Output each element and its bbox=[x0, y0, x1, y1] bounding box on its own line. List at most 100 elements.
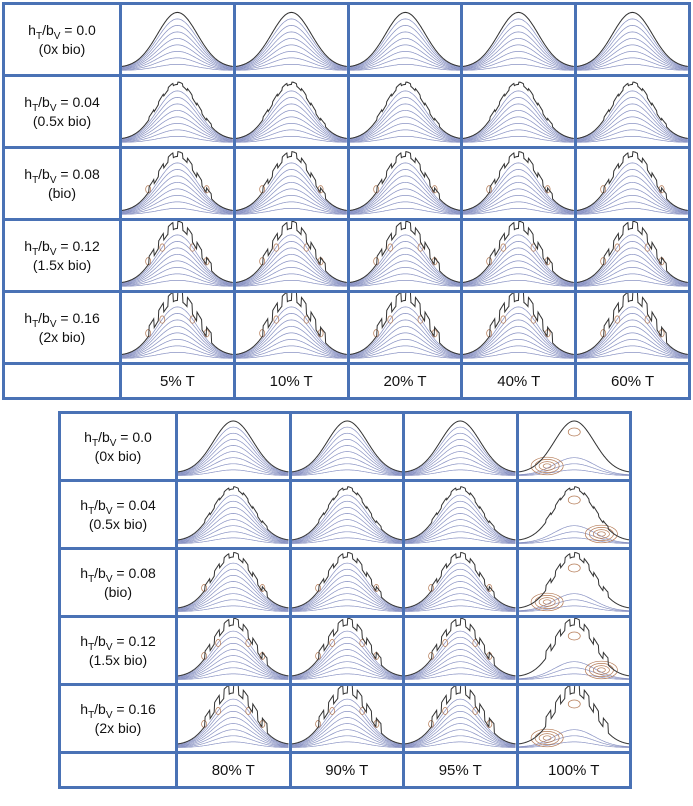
plot-cell bbox=[460, 2, 578, 77]
contour-plot bbox=[292, 619, 401, 680]
contour-line bbox=[351, 313, 459, 356]
column-label: 90% T bbox=[288, 751, 405, 789]
contour-line bbox=[406, 667, 515, 680]
contour-plot bbox=[237, 11, 346, 71]
plot-cell bbox=[574, 74, 691, 149]
contour-line bbox=[351, 260, 459, 286]
contour-line bbox=[292, 574, 401, 610]
contour-line bbox=[237, 195, 346, 214]
brown-contour bbox=[159, 315, 166, 324]
label-part: /b bbox=[94, 496, 106, 513]
plot-cell bbox=[175, 479, 292, 550]
contour-line bbox=[123, 234, 232, 284]
contour-line bbox=[292, 723, 401, 747]
plot-cell bbox=[288, 547, 405, 618]
contour-line bbox=[292, 698, 401, 745]
contour-line bbox=[406, 519, 515, 543]
table-row: hT/bV = 0.16 (2x bio) bbox=[58, 683, 632, 754]
contour-line bbox=[179, 519, 288, 543]
contour-line bbox=[179, 642, 288, 678]
contour-line bbox=[237, 129, 346, 143]
brown-contour bbox=[273, 315, 279, 324]
contour-line bbox=[179, 605, 288, 612]
contour-line bbox=[237, 253, 346, 285]
contour-line bbox=[464, 279, 573, 287]
plot-cell bbox=[288, 411, 405, 482]
label-part: V bbox=[49, 102, 57, 114]
row-label-ratio: hT/bV = 0.12 bbox=[63, 632, 174, 652]
profile-outline bbox=[351, 222, 459, 283]
column-label: 60% T bbox=[574, 362, 691, 400]
contour-line bbox=[179, 463, 288, 476]
contour-line bbox=[179, 432, 288, 473]
contour-line bbox=[464, 37, 573, 69]
contour-line bbox=[578, 339, 687, 358]
contour-line bbox=[578, 44, 687, 70]
label-part: = 0.0 bbox=[116, 428, 152, 445]
contour-line bbox=[179, 655, 288, 679]
contour-line bbox=[237, 188, 346, 214]
label-part: = 0.04 bbox=[56, 93, 100, 110]
contour-line bbox=[464, 169, 573, 212]
row-label: hT/bV = 0.16 (2x bio) bbox=[2, 290, 122, 365]
contour-line bbox=[179, 723, 288, 747]
contour-line bbox=[464, 345, 573, 359]
brown-contour bbox=[531, 315, 537, 324]
contour-line bbox=[237, 31, 346, 69]
contour-line bbox=[578, 18, 687, 68]
contour-line bbox=[292, 531, 401, 544]
contour-line bbox=[578, 129, 687, 143]
contour-line bbox=[578, 306, 687, 356]
contour-line bbox=[519, 661, 628, 679]
profile-outline bbox=[406, 486, 515, 541]
contour-line bbox=[123, 37, 232, 69]
contour-line bbox=[123, 273, 232, 287]
contour-line bbox=[123, 116, 232, 142]
contour-line bbox=[351, 319, 459, 357]
plot-cell bbox=[288, 683, 405, 754]
contour-line bbox=[292, 537, 401, 544]
row-label-ratio: hT/bV = 0.12 bbox=[7, 237, 118, 257]
row-label-ratio: hT/bV = 0.08 bbox=[63, 564, 174, 584]
plot-cell bbox=[119, 74, 236, 149]
profile-outline bbox=[351, 151, 459, 211]
brown-contour bbox=[328, 707, 335, 715]
contour-line bbox=[237, 18, 346, 68]
contour-line bbox=[179, 729, 288, 747]
contour-line bbox=[578, 253, 687, 285]
column-header-row: 5% T 10% T 20% T 40% T 60% T bbox=[2, 362, 691, 400]
contour-line bbox=[464, 325, 573, 357]
contour-line bbox=[578, 181, 687, 213]
table-row: hT/bV = 0.16 (2x bio) bbox=[2, 290, 691, 365]
contour-line bbox=[237, 37, 346, 69]
profile-outline bbox=[406, 687, 515, 745]
label-part: h bbox=[80, 496, 89, 513]
contour-line bbox=[292, 636, 401, 677]
contour-line bbox=[578, 31, 687, 69]
plot-cell bbox=[515, 615, 632, 686]
profile-outline bbox=[519, 687, 628, 745]
contour-line bbox=[351, 345, 459, 359]
contour-plot bbox=[179, 687, 288, 748]
contour-line bbox=[292, 438, 401, 474]
label-part: /b bbox=[94, 700, 106, 717]
label-part: h bbox=[28, 21, 36, 38]
row-label-bio: (2x bio) bbox=[38, 328, 86, 345]
contour-plot bbox=[519, 486, 628, 544]
plot-cell bbox=[175, 547, 292, 618]
label-part: h bbox=[24, 309, 33, 326]
plot-cell bbox=[574, 2, 691, 77]
contour-line bbox=[123, 332, 232, 358]
contour-line bbox=[464, 18, 573, 68]
label-part: h bbox=[24, 237, 33, 254]
brown-contour bbox=[614, 315, 621, 324]
contour-line bbox=[237, 169, 346, 212]
contour-line bbox=[351, 306, 459, 356]
label-part: V bbox=[109, 437, 117, 449]
table-row: hT/bV = 0.12 (1.5x bio) bbox=[2, 218, 691, 293]
contour-line bbox=[237, 63, 346, 71]
contour-line bbox=[292, 506, 401, 542]
contour-line bbox=[406, 710, 515, 746]
empty-corner bbox=[58, 751, 178, 789]
contour-line bbox=[292, 667, 401, 680]
